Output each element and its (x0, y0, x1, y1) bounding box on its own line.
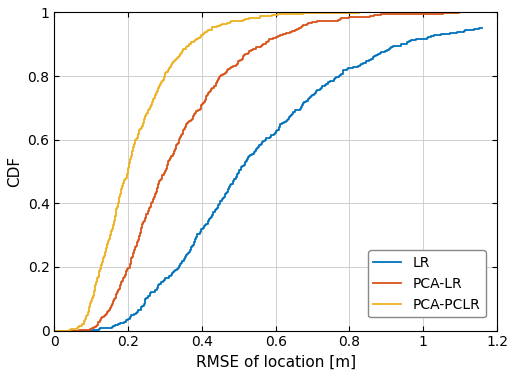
PCA-PCLR (167, 65, 174, 69)
PCA-LR (183, 123, 189, 128)
LR (275, 127, 281, 132)
Line: PCA-PCLR: PCA-PCLR (55, 12, 359, 331)
LR (198, 229, 204, 234)
Line: LR: LR (55, 28, 482, 331)
PCA-PCLR (52, 328, 58, 333)
PCA-PCLR (113, 213, 119, 217)
PCA-PCLR (107, 236, 113, 241)
LR (304, 98, 311, 103)
PCA-LR (52, 328, 58, 333)
Y-axis label: CDF: CDF (7, 156, 22, 187)
Line: PCA-LR: PCA-LR (55, 12, 459, 331)
PCA-PCLR (141, 120, 147, 124)
LR (133, 311, 139, 315)
PCA-PCLR (140, 123, 146, 128)
LR (479, 26, 485, 30)
X-axis label: RMSE of location [m]: RMSE of location [m] (196, 355, 356, 370)
PCA-LR (143, 213, 149, 217)
LR (222, 193, 228, 197)
PCA-LR (456, 10, 462, 15)
PCA-LR (131, 250, 137, 254)
LR (52, 328, 58, 333)
PCA-LR (136, 236, 142, 241)
PCA-PCLR (102, 250, 109, 254)
LR (424, 36, 430, 40)
Legend: LR, PCA-LR, PCA-PCLR: LR, PCA-LR, PCA-PCLR (368, 250, 486, 317)
PCA-PCLR (356, 10, 362, 15)
PCA-LR (185, 120, 191, 124)
PCA-LR (228, 65, 234, 69)
